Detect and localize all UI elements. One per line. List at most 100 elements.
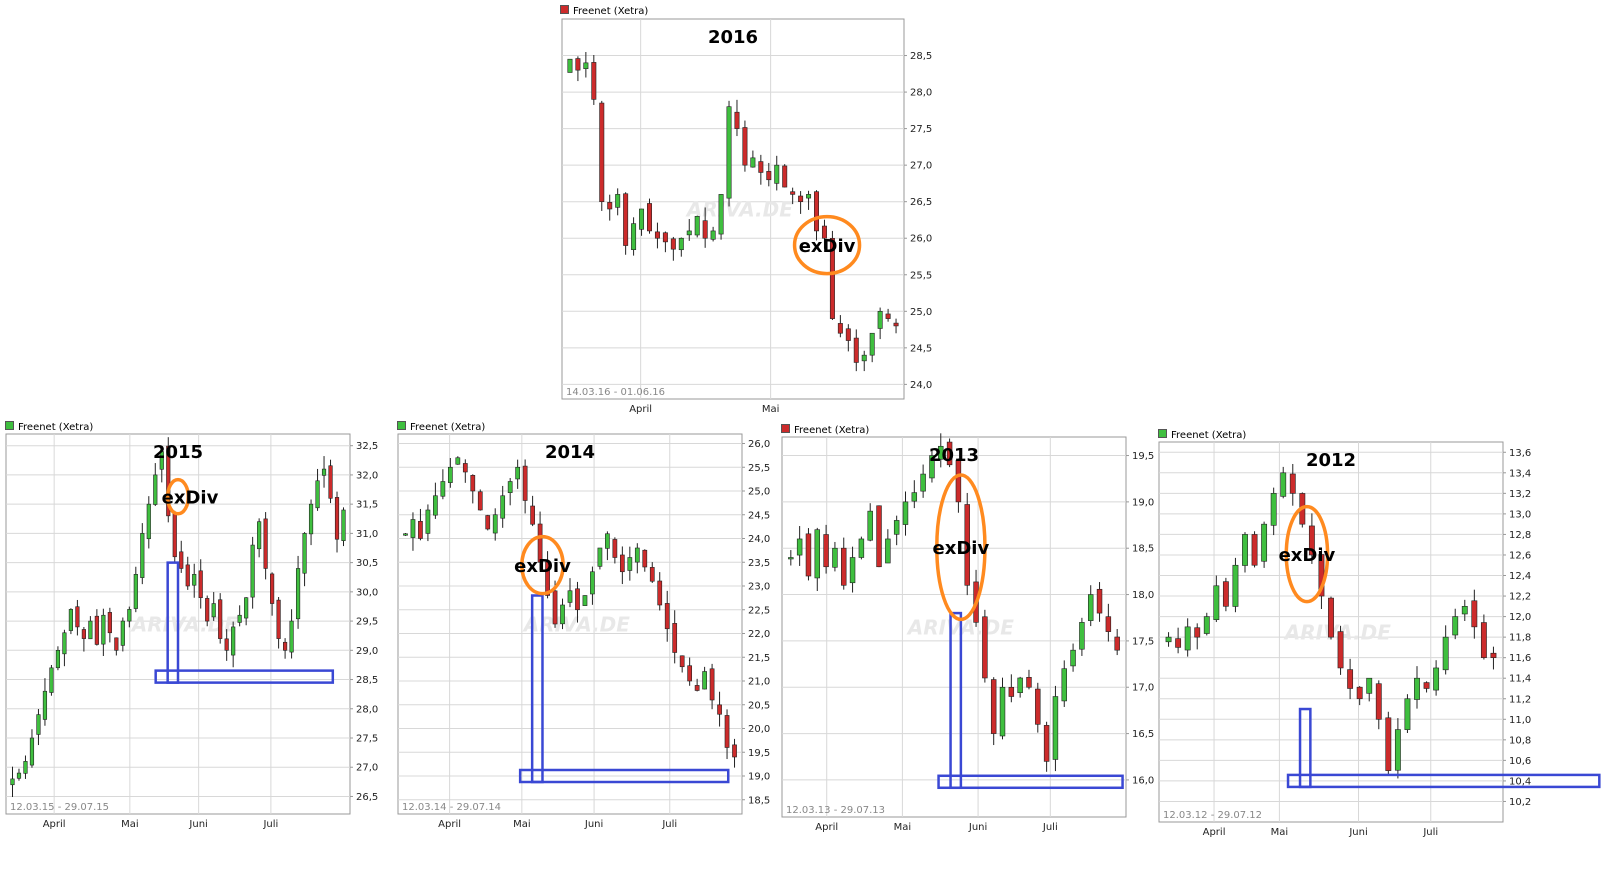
- date-range-label: 12.03.14 - 29.07.14: [402, 802, 501, 813]
- source-text: Freenet (Xetra): [410, 422, 486, 433]
- candle-body: [179, 551, 184, 569]
- candle: [920, 464, 926, 498]
- candle-body: [990, 679, 997, 734]
- candle: [321, 456, 327, 488]
- candle: [806, 190, 812, 210]
- candle-body: [172, 512, 177, 558]
- candle: [1280, 466, 1287, 499]
- candle-body: [867, 510, 873, 541]
- x-month-label: Juni: [1348, 827, 1367, 838]
- candle-body: [814, 191, 819, 232]
- support-level-box: [154, 669, 335, 684]
- candle-body: [982, 616, 988, 679]
- candle: [837, 315, 843, 338]
- candle-body: [36, 714, 41, 735]
- y-tick-label: 13,4: [1509, 468, 1531, 479]
- candle: [1165, 632, 1172, 647]
- candle-body: [623, 193, 629, 246]
- candle: [582, 595, 588, 606]
- candle: [1490, 646, 1497, 670]
- candle: [832, 541, 838, 572]
- candle: [94, 609, 99, 646]
- candle: [10, 766, 15, 798]
- date-range-label: 12.03.13 - 29.07.13: [786, 805, 885, 816]
- y-tick-label: 24,5: [748, 510, 770, 521]
- candle-body: [425, 509, 431, 534]
- source-text: Freenet (Xetra): [794, 425, 870, 436]
- candle-body: [662, 232, 668, 243]
- candle-body: [766, 171, 772, 181]
- candle: [758, 154, 764, 185]
- y-tick-label: 22,5: [748, 605, 770, 616]
- ariva-watermark: ARIVA.DE: [1283, 621, 1391, 645]
- y-tick-label: 12,2: [1509, 592, 1531, 603]
- exdiv-label: exDiv: [933, 538, 990, 559]
- candle-body: [418, 520, 423, 539]
- y-tick-label: 26,5: [356, 792, 378, 803]
- y-tick-label: 11,0: [1509, 715, 1531, 726]
- candle: [36, 709, 41, 746]
- x-month-label: Mai: [894, 822, 912, 833]
- candle-body: [146, 503, 151, 540]
- candle-body: [724, 715, 730, 748]
- chart-source-label: Freenet (Xetra): [5, 421, 93, 433]
- candle-body: [1490, 652, 1497, 658]
- candle-body: [192, 574, 197, 586]
- candle-body: [403, 533, 408, 536]
- y-tick-label: 18,5: [748, 795, 770, 806]
- candle-body: [485, 515, 491, 530]
- candle: [1433, 660, 1440, 696]
- y-tick-label: 25,0: [910, 307, 932, 318]
- candle: [1261, 521, 1268, 568]
- x-month-label: Mai: [1271, 827, 1289, 838]
- candle: [639, 208, 645, 236]
- candle-body: [257, 521, 262, 550]
- y-tick-label: 10,6: [1509, 756, 1531, 767]
- candle: [114, 637, 119, 656]
- candle: [1061, 660, 1067, 707]
- candle: [224, 629, 229, 661]
- candle: [257, 518, 262, 558]
- exdiv-label: exDiv: [799, 236, 856, 257]
- candle: [634, 543, 640, 574]
- candle: [709, 663, 715, 710]
- y-tick-label: 26,0: [748, 439, 770, 450]
- candle: [560, 598, 565, 630]
- candle: [462, 459, 468, 483]
- candle: [55, 646, 61, 671]
- candle: [75, 599, 80, 636]
- candle-body: [582, 595, 588, 606]
- candle-body: [410, 519, 416, 538]
- candle-body: [263, 518, 268, 569]
- candle: [805, 528, 812, 581]
- candle-body: [1328, 597, 1334, 638]
- y-tick-label: 32,0: [356, 470, 378, 481]
- candle-body: [938, 445, 944, 460]
- candle: [782, 164, 788, 188]
- exdiv-ring: [1284, 504, 1330, 604]
- candle: [1366, 677, 1373, 702]
- candle: [1087, 585, 1094, 627]
- y-tick-label: 10,8: [1509, 735, 1531, 746]
- y-tick-label: 18,5: [1132, 544, 1154, 555]
- candle-body: [718, 194, 724, 235]
- candle-body: [567, 58, 573, 73]
- candle-body: [845, 328, 851, 341]
- candle: [68, 608, 73, 635]
- candle: [218, 593, 223, 644]
- candle: [1043, 721, 1050, 772]
- candle-body: [1404, 698, 1411, 730]
- candle: [1251, 531, 1258, 568]
- candle-body: [664, 603, 670, 630]
- exdiv-label: exDiv: [162, 488, 219, 509]
- plot-area: [397, 433, 743, 815]
- candle-body: [49, 667, 54, 693]
- x-month-label: Juli: [1042, 822, 1058, 833]
- candle-body: [1289, 473, 1296, 494]
- candle: [845, 324, 851, 352]
- candle-body: [140, 533, 145, 578]
- candlestick-chart-2013: 16,0 16,5 17,0 17,5 18,0 18,5 19,0 19,5 April Mai…: [781, 433, 1154, 833]
- candle: [893, 515, 900, 546]
- candle-body: [10, 778, 15, 786]
- exdiv-ring: [520, 534, 565, 596]
